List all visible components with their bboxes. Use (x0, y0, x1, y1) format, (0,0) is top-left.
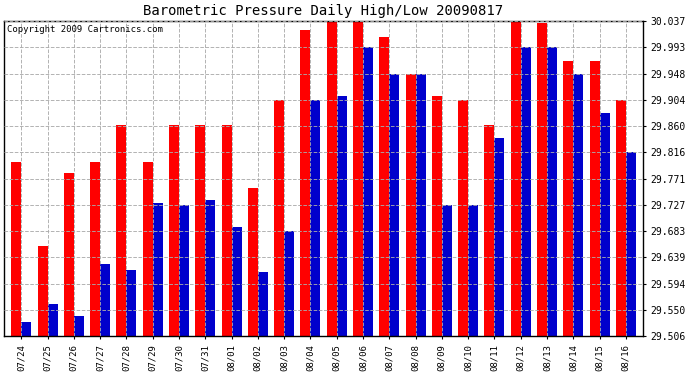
Bar (600, 113, 609, 336)
Bar (117, 125, 126, 336)
Bar (537, 23, 547, 336)
Bar (495, 138, 504, 336)
Bar (326, 21, 337, 336)
Bar (442, 205, 452, 336)
Bar (389, 74, 400, 336)
Bar (274, 100, 284, 336)
Bar (353, 21, 363, 336)
Bar (248, 188, 258, 336)
Bar (205, 200, 215, 336)
Bar (511, 21, 521, 336)
Bar (573, 74, 583, 336)
Bar (37, 246, 48, 336)
Bar (415, 74, 426, 336)
Bar (100, 264, 110, 336)
Bar (143, 162, 152, 336)
Bar (258, 272, 268, 336)
Bar (64, 174, 74, 336)
Bar (616, 100, 626, 336)
Bar (458, 100, 468, 336)
Bar (363, 47, 373, 336)
Bar (380, 37, 389, 336)
Bar (337, 96, 346, 336)
Bar (310, 100, 320, 336)
Bar (152, 203, 163, 336)
Bar (284, 231, 294, 336)
Bar (626, 152, 636, 336)
Bar (547, 47, 557, 336)
Bar (126, 270, 137, 336)
Text: Copyright 2009 Cartronics.com: Copyright 2009 Cartronics.com (8, 26, 164, 34)
Bar (169, 125, 179, 336)
Bar (300, 30, 310, 336)
Bar (90, 162, 100, 336)
Bar (468, 205, 478, 336)
Title: Barometric Pressure Daily High/Low 20090817: Barometric Pressure Daily High/Low 20090… (144, 4, 504, 18)
Bar (179, 205, 189, 336)
Bar (232, 227, 241, 336)
Bar (74, 316, 83, 336)
Bar (221, 125, 232, 336)
Bar (48, 304, 57, 336)
Bar (589, 60, 600, 336)
Bar (563, 60, 573, 336)
Bar (521, 48, 531, 336)
Bar (406, 74, 415, 336)
Bar (11, 162, 21, 336)
Bar (432, 96, 442, 336)
Bar (484, 125, 495, 336)
Bar (21, 322, 31, 336)
Bar (195, 125, 205, 336)
